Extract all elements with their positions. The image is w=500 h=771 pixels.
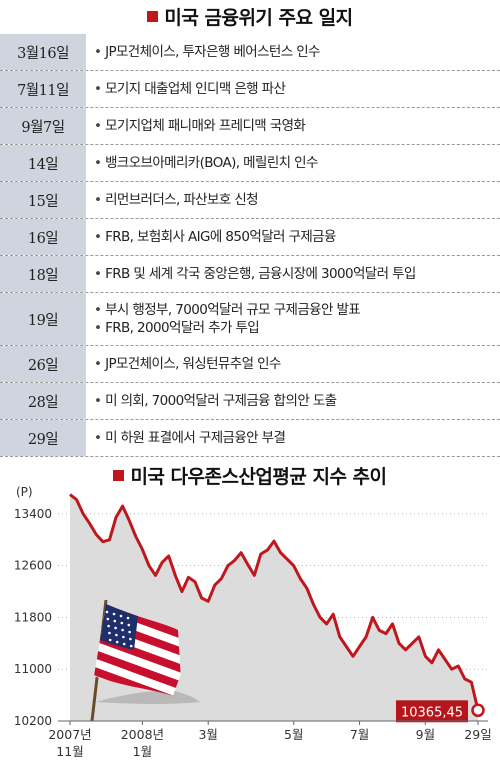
timeline-date: 7월11일: [0, 71, 86, 107]
timeline-table: 3월16일 JP모건체이스, 투자은행 베어스턴스 인수 7월11일 모기지 대출업체…: [0, 34, 500, 457]
timeline-events: FRB 및 세계 각국 중앙은행, 금융시장에 3000억달러 투입: [86, 256, 500, 292]
timeline-event-text: FRB 및 세계 각국 중앙은행, 금융시장에 3000억달러 투입: [94, 265, 500, 283]
dow-chart: (P) 10200 11000 11800 12600 13400 10365,45 2007…: [14, 485, 492, 759]
timeline-event-text: FRB, 2000억달러 추가 투입: [94, 319, 500, 337]
timeline-events: 뱅크오브아메리카(BOA), 메릴린치 인수: [86, 145, 500, 181]
timeline-title: 미국 금융위기 주요 일지: [0, 3, 500, 30]
flag-part: [96, 690, 200, 704]
timeline-events: 부시 행정부, 7000억달러 규모 구제금융안 발표FRB, 2000억달러 …: [86, 293, 500, 345]
flag-star: [106, 617, 110, 621]
flag-star: [112, 612, 116, 616]
timeline-row: 3월16일 JP모건체이스, 투자은행 베어스턴스 인수: [0, 34, 500, 71]
timeline-event-text: 모기지업체 패니매와 프레디맥 국영화: [94, 117, 500, 135]
x-tick-label: 1월: [133, 744, 152, 759]
y-tick-label: 11000: [14, 662, 52, 676]
chart-title: 미국 다우존스산업평균 지수 추이: [0, 462, 500, 489]
timeline-date: 28일: [0, 383, 86, 419]
timeline-event-text: JP모건체이스, 워싱턴뮤추얼 인수: [94, 355, 500, 373]
flag-star: [128, 630, 131, 634]
flag-star: [114, 626, 117, 630]
flag-star: [126, 616, 130, 620]
timeline-date: 26일: [0, 346, 86, 382]
series-line: [69, 493, 480, 711]
last-point-marker: [471, 703, 485, 718]
timeline-row: 16일 FRB, 보험회사 AIG에 850억달러 구제금융: [0, 219, 500, 256]
flag-star: [121, 628, 124, 632]
flag-star: [105, 610, 109, 614]
flag-star: [108, 631, 111, 635]
timeline-row: 14일 뱅크오브아메리카(BOA), 메릴린치 인수: [0, 145, 500, 182]
timeline-row: 29일 미 하원 표결에서 구제금융안 부결: [0, 420, 500, 457]
flag-stripe: [94, 646, 179, 688]
x-tick-label: 9월: [416, 727, 435, 742]
timeline-title-text: 미국 금융위기 주요 일지: [164, 7, 353, 29]
timeline-event-text: 부시 행정부, 7000억달러 규모 구제금융안 발표: [94, 301, 500, 319]
timeline-events: 리먼브러더스, 파산보호 신청: [86, 182, 500, 218]
y-tick-label: 13400: [14, 507, 52, 521]
timeline-event-text: JP모건체이스, 투자은행 베어스턴스 인수: [94, 43, 500, 61]
timeline-event-text: 미 하원 표결에서 구제금융안 부결: [94, 429, 500, 447]
x-tick-label: 29일: [464, 727, 491, 742]
timeline-row: 9월7일 모기지업체 패니매와 프레디맥 국영화: [0, 108, 500, 145]
timeline-row: 7월11일 모기지 대출업체 인디맥 은행 파산: [0, 71, 500, 108]
timeline-events: 미 하원 표결에서 구제금융안 부결: [86, 420, 500, 456]
flag-star: [129, 637, 132, 641]
x-tick-label: 3월: [198, 727, 217, 742]
last-value-box: [396, 700, 468, 723]
timeline-row: 19일부시 행정부, 7000억달러 규모 구제금융안 발표FRB, 2000억…: [0, 293, 500, 346]
last-value-label: 10365,45: [401, 705, 463, 720]
y-tick-label: 11800: [14, 610, 52, 624]
chart-title-text: 미국 다우존스산업평균 지수 추이: [130, 466, 387, 488]
timeline-event-text: FRB, 보험회사 AIG에 850억달러 구제금융: [94, 228, 500, 246]
timeline-date: 16일: [0, 219, 86, 255]
timeline-date: 18일: [0, 256, 86, 292]
timeline-event-text: 리먼브러더스, 파산보호 신청: [94, 191, 500, 209]
timeline-events: 모기지 대출업체 인디맥 은행 파산: [86, 71, 500, 107]
y-tick-label: 12600: [14, 559, 52, 573]
timeline-events: JP모건체이스, 워싱턴뮤추얼 인수: [86, 346, 500, 382]
y-axis-label: (P): [16, 485, 33, 499]
timeline-event-text: 뱅크오브아메리카(BOA), 메릴린치 인수: [94, 154, 500, 172]
flag-star: [120, 621, 124, 625]
flag-star: [113, 619, 117, 623]
x-tick-label: 11월: [56, 744, 83, 759]
x-tick-label: 2008년: [121, 727, 164, 742]
x-tick-label: 2007년: [48, 727, 91, 742]
y-tick-label: 10200: [14, 714, 52, 728]
flag-canton: [100, 604, 138, 650]
flag-star: [122, 642, 126, 646]
flag-star: [129, 644, 133, 648]
flag-star: [115, 633, 118, 637]
timeline-date: 15일: [0, 182, 86, 218]
flag-star: [127, 623, 131, 627]
timeline-row: 26일 JP모건체이스, 워싱턴뮤추얼 인수: [0, 346, 500, 383]
x-tick-label: 7월: [350, 727, 369, 742]
timeline-events: 모기지업체 패니매와 프레디맥 국영화: [86, 108, 500, 144]
title-bullet-icon: [113, 470, 125, 481]
timeline-events: 미 의회, 7000억달러 구제금융 합의안 도출: [86, 383, 500, 419]
timeline-events: FRB, 보험회사 AIG에 850억달러 구제금융: [86, 219, 500, 255]
timeline-row: 15일 리먼브러더스, 파산보호 신청: [0, 182, 500, 219]
x-tick-label: 5월: [284, 727, 303, 742]
flag-stripe: [94, 638, 182, 681]
timeline-row: 28일 미 의회, 7000억달러 구제금융 합의안 도출: [0, 383, 500, 420]
flag-star: [107, 624, 110, 628]
timeline-event-text: 미 의회, 7000억달러 구제금융 합의안 도출: [94, 392, 500, 410]
flag-star: [119, 614, 123, 618]
timeline-date: 14일: [0, 145, 86, 181]
title-bullet-icon: [147, 11, 159, 22]
flag-stripe: [94, 653, 176, 696]
flag-star: [115, 640, 119, 644]
flag-star: [122, 635, 125, 639]
timeline-events: JP모건체이스, 투자은행 베어스턴스 인수: [86, 34, 500, 70]
timeline-date: 9월7일: [0, 108, 86, 144]
flag-star: [108, 638, 112, 642]
timeline-date: 29일: [0, 420, 86, 456]
timeline-date: 19일: [0, 293, 86, 345]
timeline-date: 3월16일: [0, 34, 86, 70]
timeline-event-text: 모기지 대출업체 인디맥 은행 파산: [94, 80, 500, 98]
timeline-row: 18일 FRB 및 세계 각국 중앙은행, 금융시장에 3000억달러 투입: [0, 256, 500, 293]
